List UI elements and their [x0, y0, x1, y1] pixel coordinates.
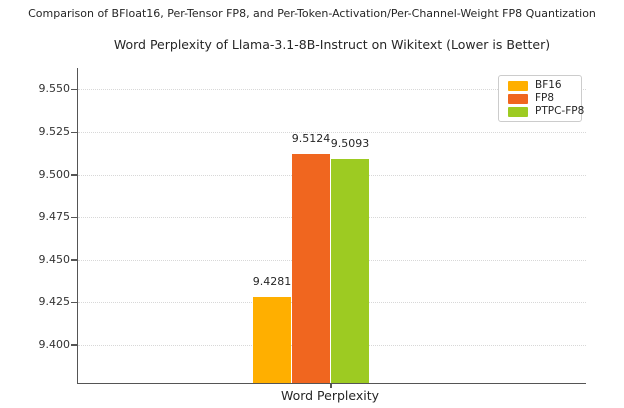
- plot-area: [77, 68, 586, 384]
- legend-label: PTPC-FP8: [535, 105, 585, 117]
- y-tick-label: 9.475: [38, 210, 71, 224]
- y-tick-mark: [71, 174, 77, 176]
- y-tick-mark: [71, 259, 77, 261]
- y-tick-label: 9.550: [38, 82, 71, 96]
- y-tick-mark: [71, 131, 77, 134]
- gridline: [78, 132, 586, 134]
- y-tick-label: 9.425: [38, 295, 71, 309]
- y-tick-mark: [71, 88, 77, 91]
- x-axis-tick-mark: [330, 384, 332, 388]
- y-tick-mark: [71, 216, 77, 219]
- legend: BF16 FP8 PTPC-FP8: [498, 75, 585, 122]
- y-tick-label: 9.450: [38, 252, 71, 266]
- bar-value-label: 9.5093: [330, 136, 370, 150]
- legend-item-ptpc-fp8: PTPC-FP8: [508, 105, 585, 117]
- legend-swatch-icon: [508, 106, 528, 117]
- legend-swatch-icon: [508, 93, 528, 104]
- bar-ptpc-fp8: [331, 158, 369, 383]
- bar-value-label: 9.5124: [291, 131, 331, 145]
- legend-item-fp8: FP8: [508, 93, 581, 104]
- legend-label: BF16: [535, 79, 562, 91]
- y-tick-mark: [71, 301, 77, 304]
- gridline: [78, 89, 586, 91]
- legend-label: FP8: [535, 92, 555, 104]
- chart-title: Word Perplexity of Llama-3.1-8B-Instruct…: [113, 37, 551, 52]
- legend-item-bf16: BF16: [508, 80, 581, 91]
- y-tick-label: 9.400: [38, 337, 71, 351]
- y-tick-label: 9.525: [38, 125, 71, 139]
- y-tick-mark: [71, 344, 77, 346]
- figure-suptitle: Comparison of BFloat16, Per-Tensor FP8, …: [28, 7, 596, 20]
- bar-fp8: [292, 153, 330, 383]
- x-axis-label: Word Perplexity: [280, 388, 380, 403]
- legend-swatch-icon: [508, 80, 528, 91]
- bar-value-label: 9.4281: [252, 275, 292, 289]
- bar-bf16: [253, 297, 291, 383]
- y-tick-label: 9.500: [38, 167, 71, 181]
